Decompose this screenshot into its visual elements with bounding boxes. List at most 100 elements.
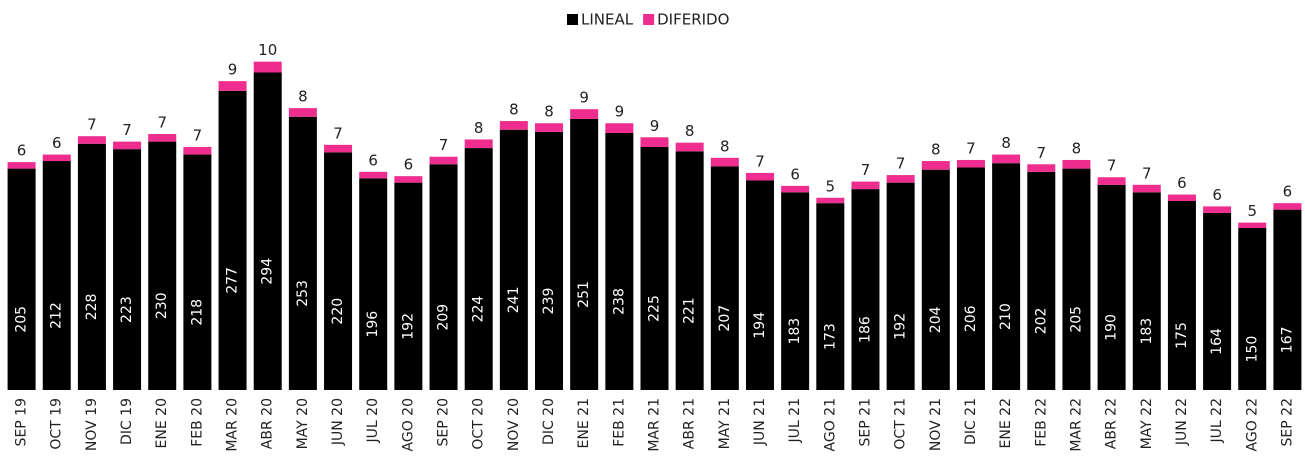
- bar-segment: [7, 162, 36, 169]
- x-tick-label: ENE 22: [998, 398, 1014, 448]
- bar-segment: [745, 172, 774, 181]
- bar-segment: [851, 181, 880, 190]
- data-label: 6: [790, 165, 800, 183]
- data-label: 9: [650, 117, 660, 135]
- bar-segment: [605, 132, 634, 390]
- bar-segment: [288, 108, 317, 117]
- data-label: 8: [298, 88, 308, 106]
- x-tick-label: JUL 22: [1209, 398, 1225, 443]
- data-label: 6: [17, 142, 27, 160]
- bar-segment: [675, 151, 704, 390]
- data-label: 218: [189, 299, 205, 326]
- data-label: 207: [717, 305, 733, 332]
- bar-segment: [886, 182, 915, 390]
- x-tick-label: JUL 20: [365, 398, 381, 443]
- bar-segment: [218, 90, 247, 390]
- bar-segment: [1167, 194, 1196, 201]
- legend-swatch: [643, 14, 655, 25]
- x-tick-label: SEP 20: [436, 398, 452, 446]
- data-label: 7: [439, 136, 449, 154]
- data-label: 7: [966, 139, 976, 157]
- data-label: 10: [258, 41, 277, 59]
- legend-swatch: [567, 14, 578, 25]
- data-label: 183: [787, 318, 803, 345]
- bar-segment: [1238, 228, 1267, 390]
- bar-segment: [1062, 168, 1091, 390]
- x-tick-label: AGO 20: [400, 398, 416, 451]
- x-tick-label: MAR 21: [647, 398, 663, 452]
- bar-segment: [77, 143, 106, 390]
- data-label: 294: [260, 258, 276, 285]
- bar-segment: [745, 180, 774, 390]
- bar-segment: [781, 185, 810, 193]
- data-label: 230: [154, 292, 170, 319]
- bar-segment: [7, 168, 36, 390]
- data-label: 167: [1279, 326, 1295, 353]
- bar-segment: [1027, 171, 1056, 390]
- data-label: 164: [1209, 328, 1225, 355]
- bar-segment: [42, 161, 71, 390]
- bar-segment: [113, 149, 142, 390]
- bar-segment: [324, 152, 353, 390]
- data-label: 192: [400, 313, 416, 340]
- x-tick-label: OCT 21: [893, 398, 909, 450]
- x-tick-label: ABR 22: [1104, 398, 1120, 449]
- x-tick-label: JUN 21: [752, 398, 768, 446]
- bar-segment: [710, 157, 739, 167]
- data-label: 8: [1072, 139, 1082, 157]
- bar-segment: [956, 159, 985, 168]
- x-tick-label: OCT 20: [471, 398, 487, 450]
- data-label: 6: [1283, 183, 1293, 201]
- bar-segment: [359, 178, 388, 390]
- bar-segment: [394, 176, 423, 183]
- bar-segment: [394, 182, 423, 390]
- data-label: 202: [1033, 308, 1049, 335]
- x-tick-label: DIC 19: [119, 398, 135, 445]
- data-label: 253: [295, 280, 311, 307]
- data-label: 206: [963, 305, 979, 332]
- x-tick-label: JUL 21: [787, 398, 803, 443]
- bar-segment: [183, 154, 212, 390]
- bar-segment: [921, 169, 950, 390]
- x-tick-label: ABR 21: [682, 398, 698, 449]
- data-label: 8: [544, 103, 554, 121]
- bar-segment: [640, 147, 669, 390]
- data-label: 225: [647, 295, 663, 322]
- bar-segment: [956, 167, 985, 390]
- bar-segment: [816, 203, 845, 390]
- x-tick-label: ENE 20: [154, 398, 170, 448]
- bar-segment: [1273, 203, 1302, 210]
- x-tick-label: JUN 20: [330, 398, 346, 446]
- bar-segment: [570, 109, 599, 119]
- data-label: 8: [1001, 134, 1011, 152]
- bar-segment: [1203, 212, 1232, 390]
- data-label: 8: [931, 141, 941, 159]
- data-label: 7: [193, 127, 203, 145]
- data-label: 7: [122, 121, 132, 139]
- bar-segment: [42, 154, 71, 162]
- bar-segment: [781, 192, 810, 390]
- legend-label: DIFERIDO: [657, 11, 729, 29]
- bar-segment: [1273, 209, 1302, 390]
- data-label: 209: [436, 304, 452, 331]
- bar-segment: [218, 81, 247, 91]
- data-label: 238: [611, 288, 627, 315]
- data-label: 194: [752, 312, 768, 339]
- bar-segment: [640, 137, 669, 147]
- x-tick-label: NOV 19: [84, 398, 100, 451]
- data-label: 9: [615, 103, 625, 121]
- data-label: 6: [52, 134, 62, 152]
- bar-segment: [1027, 164, 1056, 172]
- data-label: 277: [225, 267, 241, 294]
- data-label: 7: [1142, 164, 1152, 182]
- x-tick-label: DIC 20: [541, 398, 557, 445]
- data-label: 205: [1068, 306, 1084, 333]
- bar-segment: [148, 134, 177, 142]
- data-label: 196: [365, 311, 381, 338]
- data-label: 6: [1177, 174, 1187, 192]
- data-label: 190: [1104, 314, 1120, 341]
- bar-segment: [253, 72, 282, 390]
- bar-segment: [464, 148, 493, 390]
- x-tick-label: SEP 22: [1279, 398, 1295, 446]
- x-tick-label: SEP 19: [14, 398, 30, 446]
